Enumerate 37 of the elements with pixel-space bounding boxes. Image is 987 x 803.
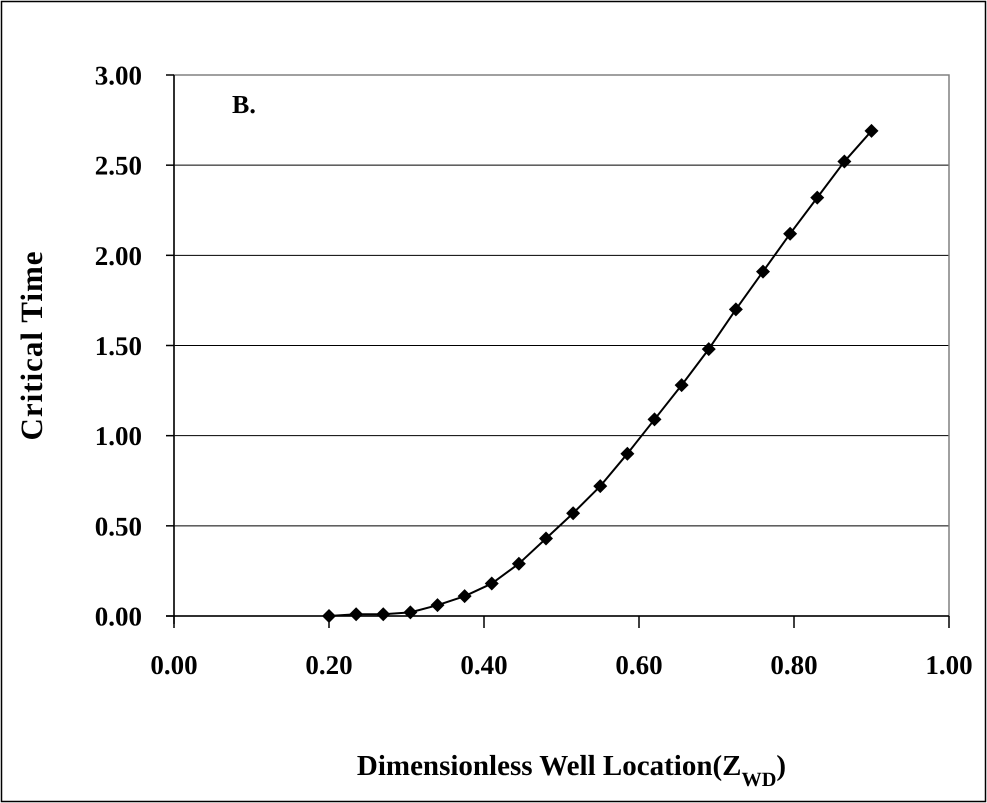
y-tick-label: 2.00 (94, 240, 142, 271)
y-tick-label: 1.50 (94, 330, 142, 361)
x-tick-label: 0.00 (150, 650, 198, 680)
y-tick-label: 1.00 (94, 421, 142, 452)
x-tick-label: 0.20 (305, 650, 353, 680)
x-tick-label: 0.60 (615, 650, 663, 680)
y-axis-title: Critical Time (14, 250, 49, 441)
x-tick-label: 0.80 (770, 650, 818, 680)
x-axis-title: Dimensionless Well Location(Z$_{WD}$) (356, 750, 786, 791)
annotation: B. (232, 90, 256, 119)
point (837, 154, 852, 169)
point (648, 412, 662, 426)
point (810, 190, 824, 205)
point (783, 226, 798, 241)
point (349, 607, 364, 622)
y-tick-label: 0.50 (94, 511, 142, 542)
point (484, 576, 499, 591)
point (458, 589, 472, 604)
y-tick-label: 0.00 (94, 601, 142, 632)
point (702, 342, 716, 356)
point (430, 598, 444, 612)
point (376, 607, 390, 622)
y-tick-label: 3.00 (94, 60, 142, 90)
point (728, 302, 743, 316)
point (512, 556, 526, 571)
point (864, 124, 878, 138)
x-tick-label: 1.00 (925, 650, 973, 680)
point (403, 605, 418, 620)
x-tick-label: 0.40 (460, 650, 508, 680)
point (322, 609, 336, 623)
point (593, 479, 608, 494)
point (674, 378, 689, 392)
point (620, 446, 634, 461)
point (756, 264, 770, 279)
point (539, 531, 553, 546)
point (566, 506, 580, 520)
y-tick-label: 2.50 (94, 150, 142, 181)
